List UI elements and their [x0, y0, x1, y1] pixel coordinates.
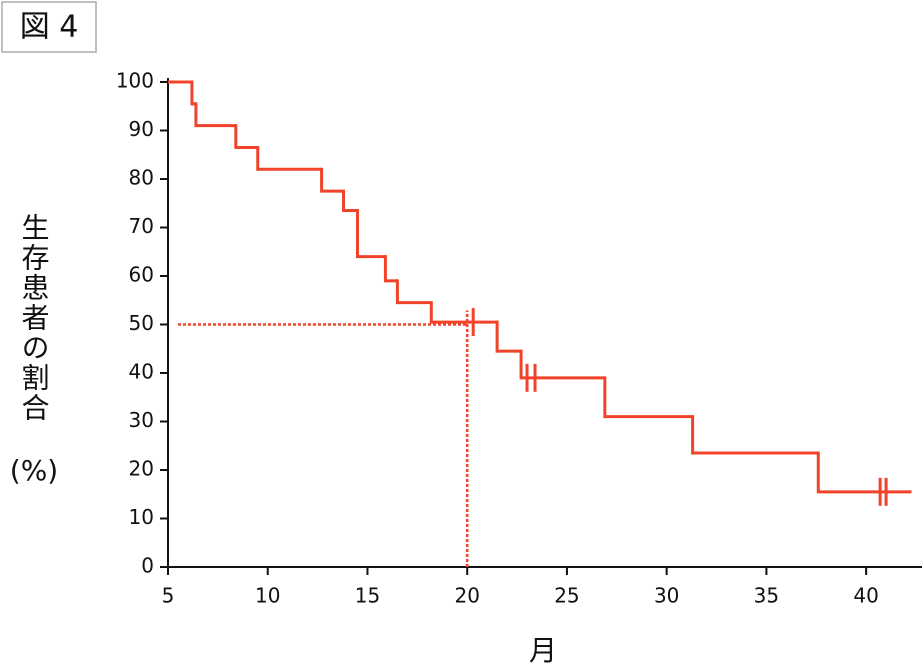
x-tick-label: 15 — [355, 584, 380, 608]
x-tick-label: 20 — [454, 584, 479, 608]
y-tick-label: 80 — [129, 166, 154, 190]
y-axis-unit: (%) — [10, 454, 58, 487]
x-tick-label: 40 — [853, 584, 878, 608]
y-tick-label: 60 — [129, 263, 154, 287]
x-tick-label: 5 — [162, 584, 175, 608]
x-tick-label: 35 — [754, 584, 779, 608]
x-tick-label: 30 — [654, 584, 679, 608]
y-tick-label: 90 — [129, 117, 154, 141]
y-tick-label: 70 — [129, 214, 154, 238]
y-tick-label: 20 — [129, 457, 154, 481]
chart-title: 図 4 — [20, 10, 79, 45]
x-tick-label: 25 — [554, 584, 579, 608]
title-box — [1, 1, 97, 53]
y-tick-label: 0 — [141, 554, 154, 578]
y-tick-label: 40 — [129, 360, 154, 384]
x-tick-label: 10 — [255, 584, 280, 608]
y-axis-label: 生存患者の割合 — [18, 213, 51, 423]
y-tick-label: 30 — [129, 408, 154, 432]
y-tick-label: 100 — [116, 69, 154, 93]
y-tick-label: 50 — [129, 311, 154, 335]
x-axis-label: 月 — [529, 634, 557, 667]
y-tick-label: 10 — [129, 505, 154, 529]
